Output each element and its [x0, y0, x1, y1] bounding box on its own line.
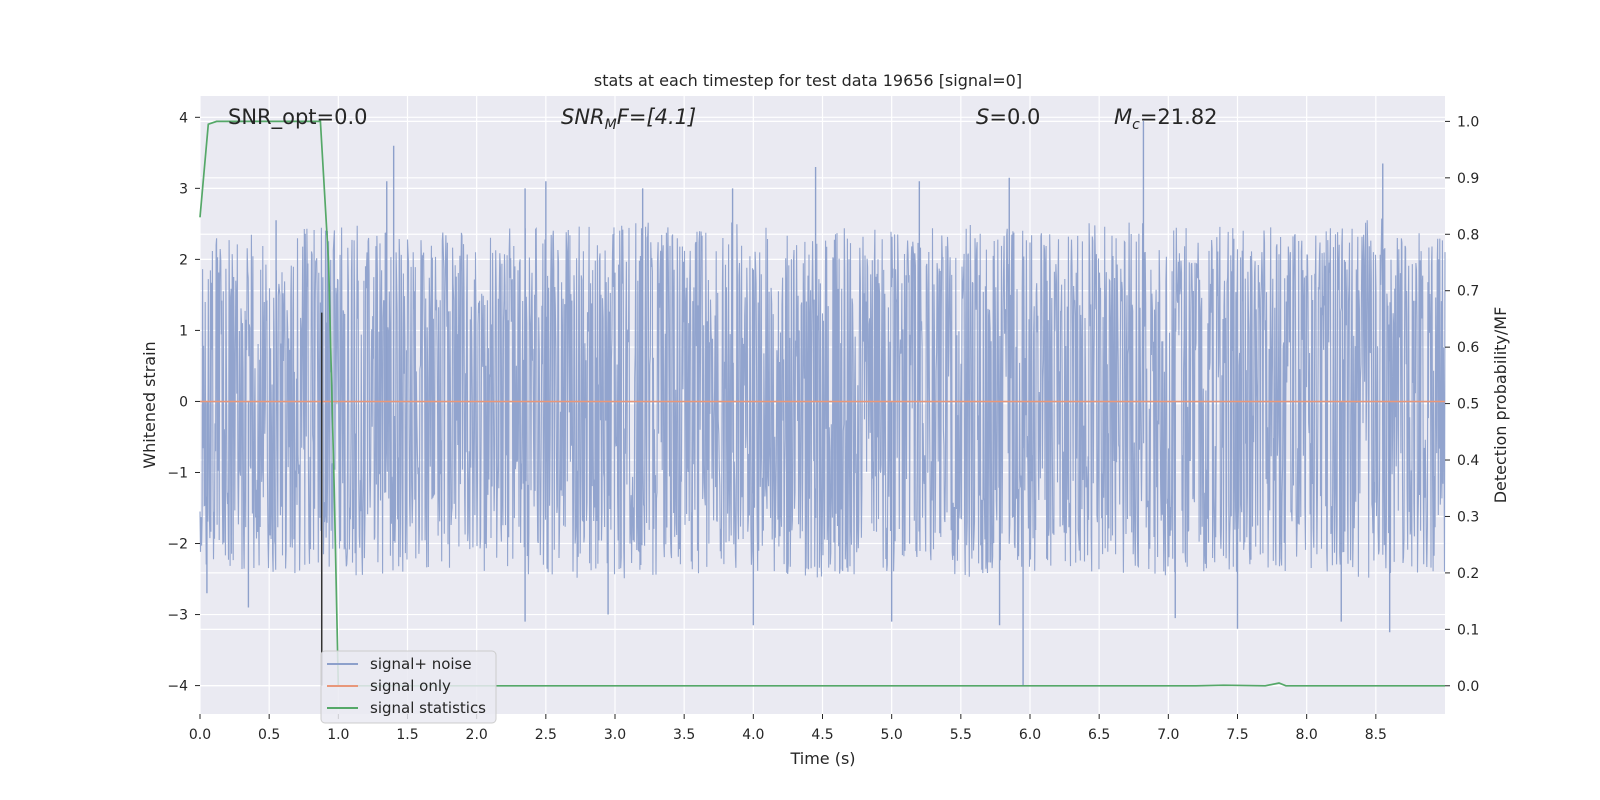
y-axis-label-right: Detection probability/MF	[1491, 307, 1510, 504]
legend-label-signal-noise: signal+ noise	[370, 655, 472, 673]
x-tick-label: 8.0	[1296, 727, 1318, 743]
annotation-s-main: S	[976, 105, 989, 129]
x-tick-label: 8.5	[1365, 727, 1387, 743]
x-tick-label: 3.0	[604, 727, 626, 743]
x-tick-label: 5.0	[881, 727, 903, 743]
chart-title: stats at each timestep for test data 196…	[594, 71, 1022, 90]
y-right-tick-label: 0.5	[1457, 397, 1479, 413]
x-tick-label: 0.0	[189, 727, 211, 743]
y-tick-label: 1	[179, 323, 188, 339]
y-tick-label: 4	[179, 110, 188, 126]
x-axis-ticks: 0.0 0.5 1.0 1.5 2.0 2.5 3.0 3.5 4.0 4.5 5.0 5.5 6.0 6…	[189, 714, 1387, 743]
y-right-tick-label: 0.3	[1457, 509, 1479, 525]
annotation-mc-rest: =21.82	[1140, 105, 1218, 129]
x-tick-label: 4.5	[811, 727, 833, 743]
legend-box	[320, 650, 497, 724]
y-tick-label: −4	[167, 679, 188, 695]
y-right-tick-label: 0.2	[1457, 566, 1479, 582]
y-right-tick-label: 0.4	[1457, 453, 1479, 469]
y-axis-ticks-left: −4 −3 −2 −1 0 1 2 3 4	[167, 110, 200, 695]
x-axis-label: Time (s)	[789, 749, 855, 768]
y-tick-label: −2	[167, 537, 188, 553]
y-right-tick-label: 0.7	[1457, 284, 1479, 300]
annotation-mc-main: M	[1114, 105, 1132, 129]
annotation-mc: Mc=21.82	[1114, 105, 1218, 133]
y-tick-label: −3	[167, 608, 188, 624]
x-tick-label: 0.5	[258, 727, 280, 743]
y-axis-ticks-right: 0.0 0.1 0.2 0.3 0.4 0.5 0.6 0.7 0.8 0.9 1.0	[1445, 114, 1479, 695]
y-tick-label: −1	[167, 465, 188, 481]
x-tick-label: 4.0	[742, 727, 764, 743]
x-tick-label: 2.5	[535, 727, 557, 743]
legend-label-signal-statistics: signal statistics	[370, 699, 486, 717]
annotation-s-rest: =0.0	[989, 105, 1040, 129]
annotation-snr-mf: SNRMF=[4.1]	[561, 105, 696, 133]
y-right-tick-label: 0.0	[1457, 679, 1479, 695]
y-right-tick-label: 0.8	[1457, 227, 1479, 243]
x-tick-label: 6.5	[1088, 727, 1110, 743]
x-tick-label: 1.0	[327, 727, 349, 743]
y-tick-label: 0	[179, 394, 188, 410]
x-tick-label: 7.0	[1157, 727, 1179, 743]
annotation-s: S=0.0	[976, 105, 1040, 129]
annotation-snr-opt: SNR_opt=0.0	[228, 105, 368, 130]
x-tick-label: 7.5	[1226, 727, 1248, 743]
x-tick-label: 5.5	[950, 727, 972, 743]
legend: signal+ noise signal only signal statist…	[320, 650, 497, 724]
annotation-mc-sub: c	[1132, 117, 1140, 133]
y-axis-label-left: Whitened strain	[140, 341, 159, 468]
x-tick-label: 6.0	[1019, 727, 1041, 743]
series-signal-noise	[199, 120, 1446, 686]
x-tick-label: 3.5	[673, 727, 695, 743]
y-right-tick-label: 1.0	[1457, 114, 1479, 130]
annotation-snr-mf-rest: F=[4.1]	[617, 105, 696, 129]
y-tick-label: 3	[179, 181, 188, 197]
legend-label-signal-only: signal only	[370, 677, 451, 695]
series-line-signal-noise	[199, 218, 1446, 579]
y-right-tick-label: 0.1	[1457, 622, 1479, 638]
x-tick-label: 2.0	[466, 727, 488, 743]
y-tick-label: 2	[179, 252, 188, 268]
y-right-tick-label: 0.6	[1457, 340, 1479, 356]
x-tick-label: 1.5	[396, 727, 418, 743]
y-right-tick-label: 0.9	[1457, 171, 1479, 187]
annotation-snr-mf-sub: M	[605, 117, 617, 133]
annotation-snr-mf-main: SNR	[561, 105, 605, 129]
